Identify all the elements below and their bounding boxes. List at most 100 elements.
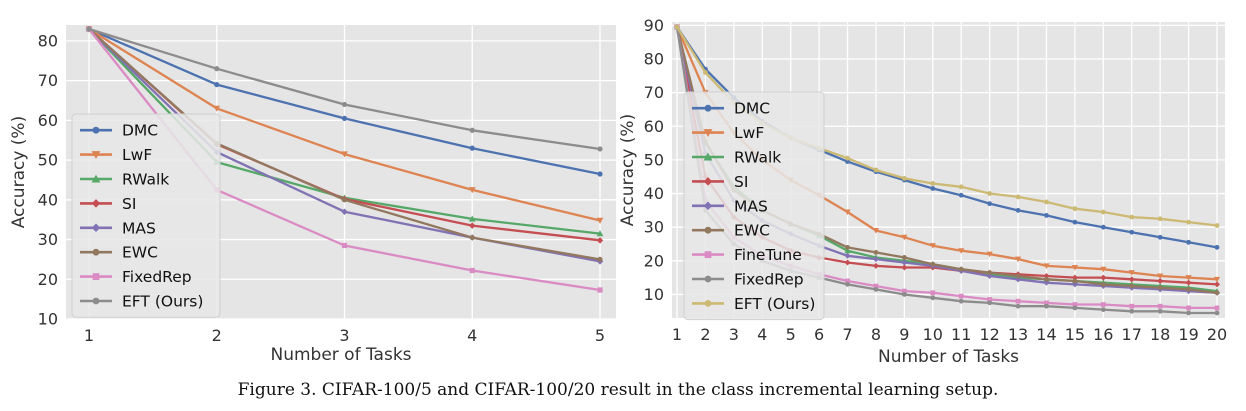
data-point-mas	[872, 256, 879, 263]
x-tick-label: 8	[871, 325, 881, 344]
data-point-dmc	[1157, 234, 1163, 240]
data-point-fixedrep	[1072, 305, 1078, 311]
y-tick-label: 10	[38, 310, 58, 329]
data-point-ewc	[597, 256, 603, 263]
data-point-lwf	[468, 187, 476, 194]
data-point-lwf	[1157, 273, 1164, 280]
data-point-dmc	[1186, 239, 1191, 245]
data-point-lwf	[986, 251, 993, 258]
y-tick-label: 50	[644, 150, 664, 169]
legend-label: EFT (Ours)	[734, 295, 815, 313]
y-tick-label: 40	[38, 190, 58, 209]
data-point-dmc	[1100, 224, 1106, 230]
x-axis-label: Number of Tasks	[270, 345, 411, 365]
data-point-ewc	[987, 270, 993, 275]
data-point-dmc	[341, 115, 348, 121]
data-point-eft-ours	[958, 184, 964, 190]
data-point-ewc	[958, 266, 964, 272]
x-tick-label: 17	[1122, 325, 1142, 344]
legend-item-ewc: EWC	[80, 244, 158, 262]
data-point-finetune	[1072, 302, 1078, 307]
legend-marker	[91, 151, 101, 160]
data-point-si	[872, 262, 879, 269]
data-point-finetune	[1015, 298, 1021, 304]
legend-item-mas: MAS	[80, 219, 156, 237]
data-point-lwf	[1014, 256, 1022, 263]
data-point-si	[596, 237, 604, 244]
x-tick-label: 9	[899, 325, 909, 344]
data-point-fixedrep	[958, 298, 964, 304]
legend-marker	[703, 201, 713, 211]
legend-marker	[92, 126, 100, 134]
data-point-lwf	[1043, 263, 1050, 269]
legend-label: MAS	[734, 197, 768, 215]
data-point-fixedrep	[987, 300, 993, 306]
data-point-eft-ours	[214, 66, 220, 72]
data-point-dmc	[469, 145, 475, 151]
data-point-eft-ours	[987, 191, 993, 196]
data-point-mas	[844, 252, 851, 259]
series-eft-ours	[86, 26, 603, 152]
data-point-finetune	[1214, 305, 1220, 311]
figure-caption: Figure 3. CIFAR-100/5 and CIFAR-100/20 r…	[238, 380, 999, 400]
data-point-finetune	[1186, 305, 1191, 311]
data-point-fixedrep	[873, 287, 879, 292]
data-point-finetune	[1044, 300, 1049, 306]
data-point-eft-ours	[341, 101, 348, 108]
legend-marker	[704, 275, 712, 283]
data-point-fixedrep	[1186, 310, 1191, 316]
data-point-finetune	[1157, 303, 1163, 309]
x-tick-label: 14	[1036, 325, 1056, 344]
legend-marker	[92, 248, 100, 256]
y-tick-label: 70	[38, 71, 58, 90]
data-point-finetune	[987, 297, 993, 302]
x-tick-label: 2	[700, 325, 710, 344]
data-point-lwf	[1100, 266, 1107, 273]
data-point-fixedrep	[469, 267, 475, 274]
legend-marker	[703, 129, 713, 138]
legend-label: FineTune	[734, 246, 802, 264]
legend: DMC LwF RWalk SI MAS EWC FixedRep EFT (Ours)	[71, 113, 221, 318]
data-point-eft-ours	[1044, 199, 1049, 205]
x-tick-label: 1	[84, 326, 94, 345]
data-point-eft-ours	[1100, 209, 1106, 215]
y-tick-label: 80	[644, 50, 664, 69]
data-point-ewc	[341, 197, 348, 203]
y-tick-label: 80	[38, 31, 58, 50]
y-tick-label: 40	[644, 184, 664, 203]
data-point-fixedrep	[1044, 303, 1049, 309]
legend-label: FixedRep	[122, 268, 192, 286]
legend-label: SI	[122, 195, 136, 213]
x-tick-label: 16	[1093, 325, 1113, 344]
data-point-fixedrep	[1157, 308, 1163, 314]
legend-item-fixedrep: FixedRep	[80, 268, 192, 286]
x-tick-label: 6	[814, 325, 824, 344]
x-tick-label: 1	[672, 325, 682, 344]
data-point-ewc	[1186, 287, 1191, 292]
data-point-si	[1128, 276, 1135, 283]
data-point-eft-ours	[1186, 219, 1191, 225]
chart-left: 10 20 30 40 50 60 70 80 1 2 3 4 5 Number of Tasks Accu…	[9, 25, 616, 365]
data-point-lwf	[958, 248, 965, 254]
data-point-fixedrep	[1214, 310, 1220, 316]
legend-marker	[704, 300, 712, 307]
data-point-fixedrep	[1129, 308, 1135, 314]
data-point-mas	[341, 208, 348, 215]
data-point-si	[1100, 274, 1107, 281]
legend-box	[683, 91, 825, 321]
data-point-ewc	[901, 255, 907, 260]
data-point-ewc	[873, 250, 879, 255]
y-tick-label: 20	[38, 270, 58, 289]
x-tick-label: 13	[1008, 325, 1028, 344]
legend-marker	[703, 177, 713, 186]
legend-label: SI	[734, 173, 748, 191]
legend-item-dmc: DMC	[692, 100, 770, 118]
y-tick-label: 90	[644, 16, 664, 35]
data-point-finetune	[901, 288, 907, 294]
x-axis-label: Number of Tasks	[878, 347, 1019, 367]
data-point-si	[901, 264, 908, 271]
data-point-lwf	[213, 105, 221, 112]
data-point-ewc	[1072, 278, 1078, 284]
data-point-fixedrep	[845, 281, 850, 287]
